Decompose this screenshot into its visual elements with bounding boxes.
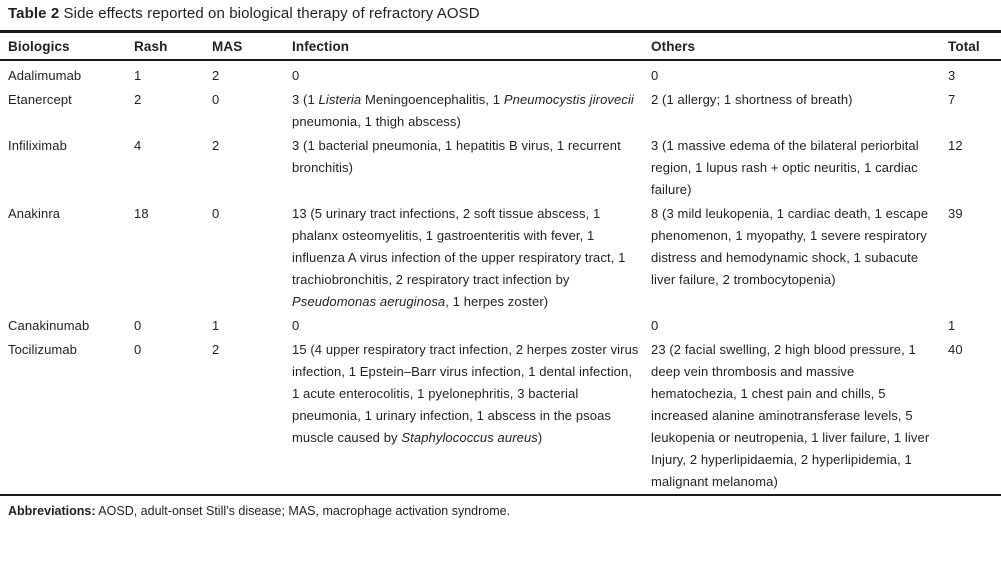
cell-text: 8 (3 mild leukopenia, 1 cardiac death, 1… <box>651 206 929 287</box>
cell-rash: 2 <box>134 92 142 107</box>
cell-biologic: Adalimumab <box>8 68 82 83</box>
cell-rash: 0 <box>134 318 142 333</box>
cell-text: 3 (1 <box>292 92 319 107</box>
cell-text: 2 (1 allergy; 1 shortness of breath) <box>651 92 853 107</box>
column-header-infection: Infection <box>292 33 651 61</box>
cell-text: 0 <box>292 68 300 83</box>
cell-text: 13 (5 urinary tract infections, 2 soft t… <box>292 206 626 287</box>
cell-text: 15 (4 upper respiratory tract infection,… <box>292 342 639 445</box>
cell-biologic: Infiliximab <box>8 138 67 153</box>
column-header-biologics: Biologics <box>0 33 134 61</box>
table-title-text: Side effects reported on biological ther… <box>59 5 480 22</box>
cell-total: 7 <box>948 92 956 107</box>
cell-others: 3 (1 massive edema of the bilateral peri… <box>651 134 948 202</box>
column-header-others: Others <box>651 33 948 61</box>
cell-infection: 13 (5 urinary tract infections, 2 soft t… <box>292 202 651 314</box>
table-row: Canakinumab 0 1 0 0 1 <box>0 314 1001 338</box>
cell-mas: 2 <box>212 342 220 357</box>
cell-mas: 1 <box>212 318 220 333</box>
cell-infection: 3 (1 bacterial pneumonia, 1 hepatitis B … <box>292 134 651 202</box>
cell-mas: 0 <box>212 206 220 221</box>
cell-others: 0 <box>651 314 948 338</box>
cell-total: 39 <box>948 206 963 221</box>
table-row: Tocilizumab 0 2 15 (4 upper respiratory … <box>0 338 1001 495</box>
cell-rash: 1 <box>134 68 142 83</box>
species-name-italic: Staphylococcus aureus <box>401 430 538 445</box>
cell-text: ) <box>537 430 543 445</box>
cell-total: 3 <box>948 68 956 83</box>
cell-biologic: Etanercept <box>8 92 72 107</box>
cell-others: 0 <box>651 60 948 88</box>
cell-others: 23 (2 facial swelling, 2 high blood pres… <box>651 338 948 495</box>
species-name-italic: Pneumocystis jirovecii <box>503 92 634 107</box>
cell-others: 8 (3 mild leukopenia, 1 cardiac death, 1… <box>651 202 948 314</box>
cell-text: , 1 herpes zoster) <box>445 294 549 309</box>
column-header-rash: Rash <box>134 33 212 61</box>
species-name-italic: Pseudomonas aeruginosa <box>292 294 446 309</box>
cell-biologic: Tocilizumab <box>8 342 78 357</box>
cell-mas: 2 <box>212 138 220 153</box>
table-title: Table 2 Side effects reported on biologi… <box>0 0 1001 33</box>
cell-rash: 18 <box>134 206 149 221</box>
cell-infection: 3 (1 Listeria Meningoencephalitis, 1 Pne… <box>292 88 651 134</box>
table-row: Etanercept 2 0 3 (1 Listeria Meningoence… <box>0 88 1001 134</box>
column-header-total: Total <box>948 33 1001 61</box>
table-row: Infiliximab 4 2 3 (1 bacterial pneumonia… <box>0 134 1001 202</box>
cell-infection: 15 (4 upper respiratory tract infection,… <box>292 338 651 495</box>
cell-rash: 4 <box>134 138 142 153</box>
cell-total: 12 <box>948 138 963 153</box>
cell-total: 40 <box>948 342 963 357</box>
table-row: Anakinra 18 0 13 (5 urinary tract infect… <box>0 202 1001 314</box>
table-number-label: Table 2 <box>8 5 60 22</box>
cell-text: 0 <box>651 68 659 83</box>
abbreviations-label: Abbreviations: <box>8 504 96 518</box>
cell-infection: 0 <box>292 60 651 88</box>
column-header-mas: MAS <box>212 33 292 61</box>
cell-text: 0 <box>651 318 659 333</box>
table-header: Biologics Rash MAS Infection Others Tota… <box>0 33 1001 61</box>
cell-others: 2 (1 allergy; 1 shortness of breath) <box>651 88 948 134</box>
cell-biologic: Canakinumab <box>8 318 90 333</box>
cell-text: Meningoencephalitis, 1 <box>361 92 504 107</box>
table-header-row: Biologics Rash MAS Infection Others Tota… <box>0 33 1001 61</box>
cell-mas: 0 <box>212 92 220 107</box>
species-name-italic: Listeria <box>318 92 362 107</box>
abbreviations-text: AOSD, adult-onset Still’s disease; MAS, … <box>95 504 511 518</box>
cell-mas: 2 <box>212 68 220 83</box>
table-row: Adalimumab 1 2 0 0 3 <box>0 60 1001 88</box>
cell-biologic: Anakinra <box>8 206 61 221</box>
cell-text: 3 (1 massive edema of the bilateral peri… <box>651 138 919 197</box>
cell-text: 3 (1 bacterial pneumonia, 1 hepatitis B … <box>292 138 621 175</box>
cell-rash: 0 <box>134 342 142 357</box>
cell-total: 1 <box>948 318 956 333</box>
cell-text: 0 <box>292 318 300 333</box>
side-effects-table: Biologics Rash MAS Infection Others Tota… <box>0 33 1001 496</box>
cell-text: 23 (2 facial swelling, 2 high blood pres… <box>651 342 930 489</box>
abbreviations-note: Abbreviations: AOSD, adult-onset Still’s… <box>0 496 1001 519</box>
table-body: Adalimumab 1 2 0 0 3 Etanercept 2 0 3 (1… <box>0 60 1001 495</box>
cell-text: pneumonia, 1 thigh abscess) <box>292 114 461 129</box>
cell-infection: 0 <box>292 314 651 338</box>
